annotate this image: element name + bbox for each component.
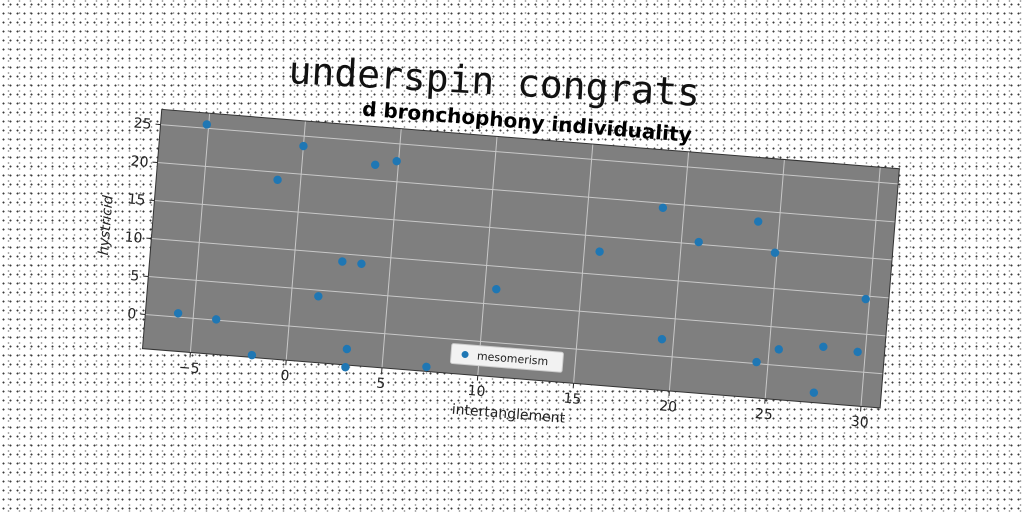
data-point xyxy=(853,347,862,357)
data-point xyxy=(774,345,783,354)
data-point xyxy=(202,120,212,129)
data-point xyxy=(212,315,221,324)
x-gridline xyxy=(573,144,594,384)
x-tick-label: 30 xyxy=(850,414,869,431)
y-tick-label: 5 xyxy=(130,268,140,285)
data-point xyxy=(370,160,380,169)
x-gridline xyxy=(860,167,881,407)
data-point xyxy=(694,237,703,247)
y-gridline xyxy=(154,200,893,261)
x-tick-label: 5 xyxy=(376,376,386,393)
data-point xyxy=(342,344,352,354)
data-point xyxy=(314,292,323,301)
legend-marker xyxy=(461,351,469,359)
data-point xyxy=(595,247,604,256)
y-tick-label: 25 xyxy=(133,115,152,132)
y-gridline xyxy=(157,162,896,223)
data-point xyxy=(299,141,308,151)
y-tick-label: 10 xyxy=(124,229,143,246)
x-gridline xyxy=(477,136,498,376)
data-point xyxy=(338,257,347,266)
data-point xyxy=(657,335,667,344)
data-point xyxy=(357,259,366,269)
data-point xyxy=(770,248,780,257)
x-tick-label: 20 xyxy=(659,398,678,415)
x-gridline xyxy=(668,151,690,392)
y-gridline xyxy=(151,238,890,299)
x-tick-label: 25 xyxy=(754,406,773,423)
data-point xyxy=(341,363,350,372)
x-gridline xyxy=(381,128,402,368)
data-point xyxy=(754,217,763,226)
x-gridline xyxy=(764,159,785,399)
x-gridline xyxy=(189,113,211,353)
plot-background xyxy=(142,109,900,408)
y-gridline xyxy=(148,275,886,337)
data-point xyxy=(861,294,870,304)
x-axis-label: intertanglement xyxy=(451,402,566,427)
plot-frame xyxy=(141,108,900,409)
data-point xyxy=(247,350,257,360)
x-tick-label: −5 xyxy=(178,360,200,378)
y-tick-label: 15 xyxy=(127,191,146,208)
x-tick-label: 15 xyxy=(563,391,582,408)
x-tick-label: 0 xyxy=(280,368,290,385)
data-point xyxy=(658,203,668,213)
data-point xyxy=(819,342,828,352)
y-gridline xyxy=(160,124,899,185)
data-point xyxy=(173,309,183,318)
legend-label: mesomerism xyxy=(476,349,548,368)
data-point xyxy=(752,357,761,367)
y-tick-label: 0 xyxy=(127,306,137,323)
data-point xyxy=(492,284,501,294)
data-point xyxy=(809,388,819,397)
data-point xyxy=(422,362,431,372)
y-tick-label: 20 xyxy=(130,153,149,170)
plot-area: −5 0 5 10 15 20 25 30 0 5 10 15 20 25 intertanglement h… xyxy=(96,108,900,431)
legend-box xyxy=(449,343,564,373)
data-point xyxy=(392,156,401,166)
x-tick-label: 10 xyxy=(467,383,486,400)
y-axis-label: hystricid xyxy=(96,195,117,256)
x-gridline xyxy=(285,120,306,361)
data-point xyxy=(273,175,282,185)
